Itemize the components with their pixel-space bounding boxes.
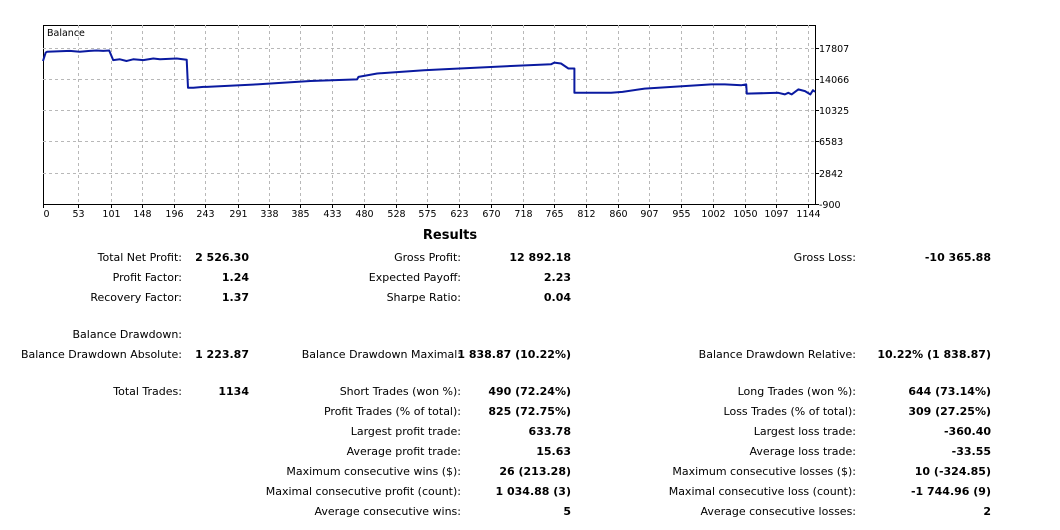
y-tick-label: -900 [819, 200, 841, 211]
x-tick-label: 907 [640, 209, 658, 220]
y-tick-label: 6583 [819, 137, 843, 148]
balance-drawdown-relative-label: Balance Drawdown Relative: [698, 348, 856, 361]
gross-loss-value: -10 365.88 [924, 251, 991, 264]
long-trades-label: Long Trades (won %): [737, 385, 856, 398]
x-tick-label: 1144 [796, 209, 820, 220]
recovery-factor-label: Recovery Factor: [90, 291, 182, 304]
x-tick-label: 291 [229, 209, 247, 220]
plot-frame [43, 25, 816, 205]
x-tick-label: 53 [72, 209, 84, 220]
x-tick-label: 0 [44, 209, 50, 220]
x-tick-label: 670 [482, 209, 500, 220]
average-consecutive-wins-label: Average consecutive wins: [314, 505, 461, 518]
max-consecutive-wins-label: Maximum consecutive wins ($): [286, 465, 461, 478]
profit-trades-label: Profit Trades (% of total): [323, 405, 461, 418]
x-tick-label: 1097 [764, 209, 788, 220]
profit-factor-value: 1.24 [221, 271, 249, 284]
x-tick-label: 812 [577, 209, 595, 220]
balance-drawdown-absolute-value: 1 223.87 [195, 348, 249, 361]
average-consecutive-losses-value: 2 [983, 505, 991, 518]
total-trades-value: 1134 [218, 385, 249, 398]
short-trades-label: Short Trades (won %): [339, 385, 461, 398]
largest-profit-trade-value: 633.78 [528, 425, 571, 438]
x-tick-label: 1002 [701, 209, 725, 220]
total-trades-label: Total Trades: [113, 385, 182, 398]
x-tick-label: 148 [133, 209, 151, 220]
x-tick-label: 196 [165, 209, 183, 220]
recovery-factor-value: 1.37 [221, 291, 249, 304]
balance-drawdown-relative-value: 10.22% (1 838.87) [877, 348, 991, 361]
x-tick-label: 718 [514, 209, 532, 220]
y-tick-label: 14066 [819, 75, 849, 86]
x-tick-label: 338 [260, 209, 278, 220]
x-tick-label: 385 [291, 209, 309, 220]
balance-drawdown-maximal-value: 1 838.87 (10.22%) [457, 348, 571, 361]
sharpe-ratio-label: Sharpe Ratio: [386, 291, 461, 304]
long-trades-value: 644 (73.14%) [908, 385, 991, 398]
total-net-profit-label: Total Net Profit: [97, 251, 182, 264]
maximal-consecutive-loss-value: -1 744.96 (9) [910, 485, 991, 498]
balance-series-line [42, 49, 816, 96]
x-tick-label: 101 [102, 209, 120, 220]
balance-drawdown-maximal-label: Balance Drawdown Maximal: [301, 348, 461, 361]
loss-trades-label: Loss Trades (% of total): [723, 405, 856, 418]
loss-trades-value: 309 (27.25%) [908, 405, 991, 418]
expected-payoff-value: 2.23 [543, 271, 571, 284]
balance-drawdown-label: Balance Drawdown: [72, 328, 182, 341]
gross-profit-label: Gross Profit: [394, 251, 461, 264]
profit-trades-value: 825 (72.75%) [488, 405, 571, 418]
max-consecutive-losses-label: Maximum consecutive losses ($): [672, 465, 856, 478]
short-trades-value: 490 (72.24%) [488, 385, 571, 398]
largest-profit-trade-label: Largest profit trade: [350, 425, 461, 438]
chart-title: Balance [47, 28, 85, 39]
balance-chart-svg: 17807 14066 10325 6583 2842 -900 0 53 101 148 196 2… [42, 25, 849, 220]
sharpe-ratio-value: 0.04 [543, 291, 571, 304]
total-net-profit-value: 2 526.30 [195, 251, 249, 264]
average-loss-trade-value: -33.55 [951, 445, 991, 458]
x-tick-label: 433 [323, 209, 341, 220]
gross-profit-value: 12 892.18 [509, 251, 571, 264]
gross-loss-label: Gross Loss: [793, 251, 856, 264]
maximal-consecutive-profit-label: Maximal consecutive profit (count): [265, 485, 461, 498]
y-tick-label: 2842 [819, 169, 843, 180]
profit-factor-label: Profit Factor: [112, 271, 182, 284]
x-tick-label: 623 [450, 209, 468, 220]
largest-loss-trade-value: -360.40 [943, 425, 991, 438]
max-consecutive-losses-value: 10 (-324.85) [914, 465, 991, 478]
results-title: Results [422, 228, 478, 243]
largest-loss-trade-label: Largest loss trade: [753, 425, 856, 438]
balance-chart: 17807 14066 10325 6583 2842 -900 0 53 101 148 196 2… [0, 0, 1060, 225]
average-profit-trade-label: Average profit trade: [346, 445, 461, 458]
x-tick-label: 528 [387, 209, 405, 220]
average-loss-trade-label: Average loss trade: [749, 445, 856, 458]
x-tick-label: 480 [355, 209, 373, 220]
x-tick-label: 765 [545, 209, 563, 220]
x-tick-label: 955 [672, 209, 690, 220]
x-tick-label: 243 [196, 209, 214, 220]
maximal-consecutive-loss-label: Maximal consecutive loss (count): [668, 485, 856, 498]
average-profit-trade-value: 15.63 [536, 445, 571, 458]
x-tick-label: 860 [609, 209, 627, 220]
y-tick-label: 10325 [819, 106, 849, 117]
average-consecutive-losses-label: Average consecutive losses: [700, 505, 856, 518]
expected-payoff-label: Expected Payoff: [368, 271, 461, 284]
x-tick-label: 575 [418, 209, 436, 220]
y-tick-label: 17807 [819, 44, 849, 55]
x-tick-label: 1050 [733, 209, 757, 220]
balance-drawdown-absolute-label: Balance Drawdown Absolute: [20, 348, 182, 361]
max-consecutive-wins-value: 26 (213.28) [499, 465, 571, 478]
average-consecutive-wins-value: 5 [563, 505, 571, 518]
maximal-consecutive-profit-value: 1 034.88 (3) [495, 485, 571, 498]
